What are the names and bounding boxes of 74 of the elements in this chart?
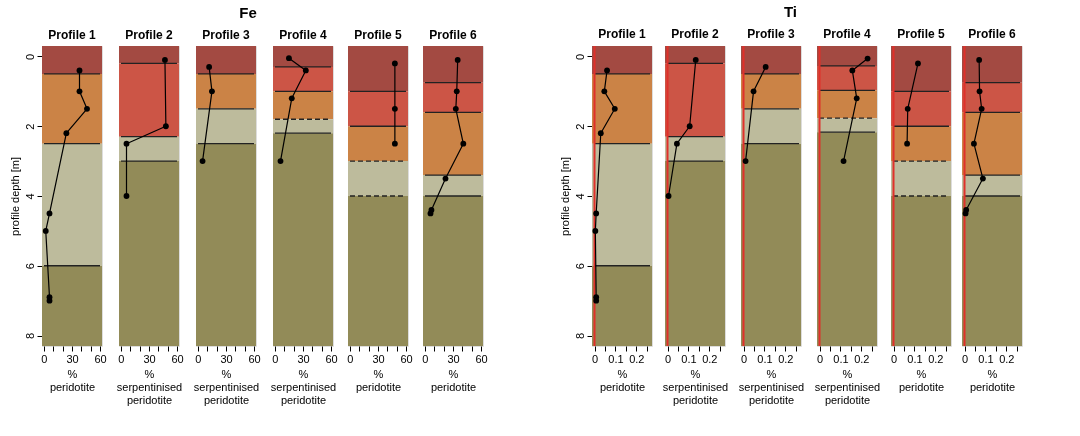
y-axis-title: profile depth [m] <box>8 157 21 236</box>
x-tick-label: 0.2 <box>778 352 794 365</box>
chart-title: Profile 1 <box>598 27 646 41</box>
y-tick-label: 0 <box>573 53 586 61</box>
x-tick-label: 0.2 <box>629 352 645 365</box>
x-tick-label: 60 <box>94 352 107 365</box>
chart-title: Profile 6 <box>968 27 1016 41</box>
x-tick-label: 0 <box>664 352 672 365</box>
chart-title: Profile 2 <box>671 27 719 41</box>
x-tick-label: 30 <box>372 352 385 365</box>
text: Fe <box>239 3 257 21</box>
x-tick-label: 30 <box>66 352 79 365</box>
x-tick-label: 0.1 <box>978 352 994 365</box>
y-tick-label: 2 <box>573 123 586 130</box>
x-tick-label: 30 <box>447 352 460 365</box>
x-tick-label: 0.2 <box>854 352 870 365</box>
chart-title: Profile 6 <box>429 28 477 42</box>
chart-title: Profile 5 <box>897 27 945 41</box>
chart-title: Profile 4 <box>279 28 327 42</box>
x-axis-title: % serpentinised peridotite <box>270 367 337 406</box>
x-tick-label: 30 <box>297 352 310 365</box>
x-axis-title: % serpentinised peridotite <box>193 367 260 406</box>
chart-title: Profile 5 <box>354 28 402 42</box>
x-tick-label: 0 <box>195 352 202 365</box>
x-tick-label: 0.1 <box>681 352 697 365</box>
x-axis-title: % peridotite <box>49 367 96 393</box>
x-axis-title: % serpentinised peridotite <box>116 367 183 406</box>
x-tick-label: 0.1 <box>833 352 849 365</box>
x-tick-label: 0.1 <box>757 352 773 365</box>
chart-title: Profile 3 <box>202 28 250 42</box>
x-axis-title: % peridotite <box>430 367 477 393</box>
x-tick-label: 60 <box>325 352 338 365</box>
y-tick-label: 4 <box>573 193 586 200</box>
y-tick-label: 8 <box>23 332 36 340</box>
x-axis-title: % peridotite <box>355 367 402 393</box>
text: Ti <box>783 2 798 20</box>
x-tick-label: 0 <box>272 352 279 365</box>
x-tick-label: 0 <box>347 352 354 365</box>
x-tick-label: 0 <box>740 352 748 365</box>
x-tick-label: 0 <box>41 352 48 365</box>
x-axis-title: % serpentinised peridotite <box>814 367 881 406</box>
x-tick-label: 30 <box>220 352 233 365</box>
chart-title: Profile 1 <box>48 28 96 42</box>
y-axis-title: profile depth [m] <box>558 157 571 236</box>
y-tick-label: 6 <box>23 263 36 270</box>
x-tick-label: 60 <box>248 352 261 365</box>
x-axis-title: % serpentinised peridotite <box>738 367 805 406</box>
y-tick-label: 8 <box>573 332 586 340</box>
x-tick-label: 0 <box>591 352 599 365</box>
chart-title: Profile 2 <box>125 28 173 42</box>
x-tick-label: 60 <box>400 352 413 365</box>
x-tick-label: 0.2 <box>702 352 718 365</box>
y-tick-label: 6 <box>573 263 586 270</box>
x-tick-label: 0 <box>890 352 898 365</box>
x-tick-label: 0 <box>816 352 824 365</box>
x-tick-label: 0.1 <box>608 352 624 365</box>
x-tick-label: 60 <box>171 352 184 365</box>
y-tick-label: 0 <box>23 53 36 61</box>
x-axis-title: % peridotite <box>599 367 646 393</box>
x-tick-label: 0 <box>961 352 969 365</box>
x-axis-title: % serpentinised peridotite <box>662 367 729 406</box>
y-tick-label: 2 <box>23 123 36 130</box>
x-tick-label: 60 <box>475 352 488 365</box>
x-tick-label: 0.1 <box>907 352 923 365</box>
x-tick-label: 0 <box>118 352 125 365</box>
x-axis-title: % peridotite <box>898 367 945 393</box>
x-tick-label: 30 <box>143 352 156 365</box>
x-tick-label: 0.2 <box>999 352 1015 365</box>
x-axis-title: % peridotite <box>969 367 1016 393</box>
x-tick-label: 0 <box>422 352 429 365</box>
chart-title: Profile 3 <box>747 27 795 41</box>
x-tick-label: 0.2 <box>928 352 944 365</box>
chart-title: Profile 4 <box>823 27 871 41</box>
y-tick-label: 4 <box>23 193 36 200</box>
